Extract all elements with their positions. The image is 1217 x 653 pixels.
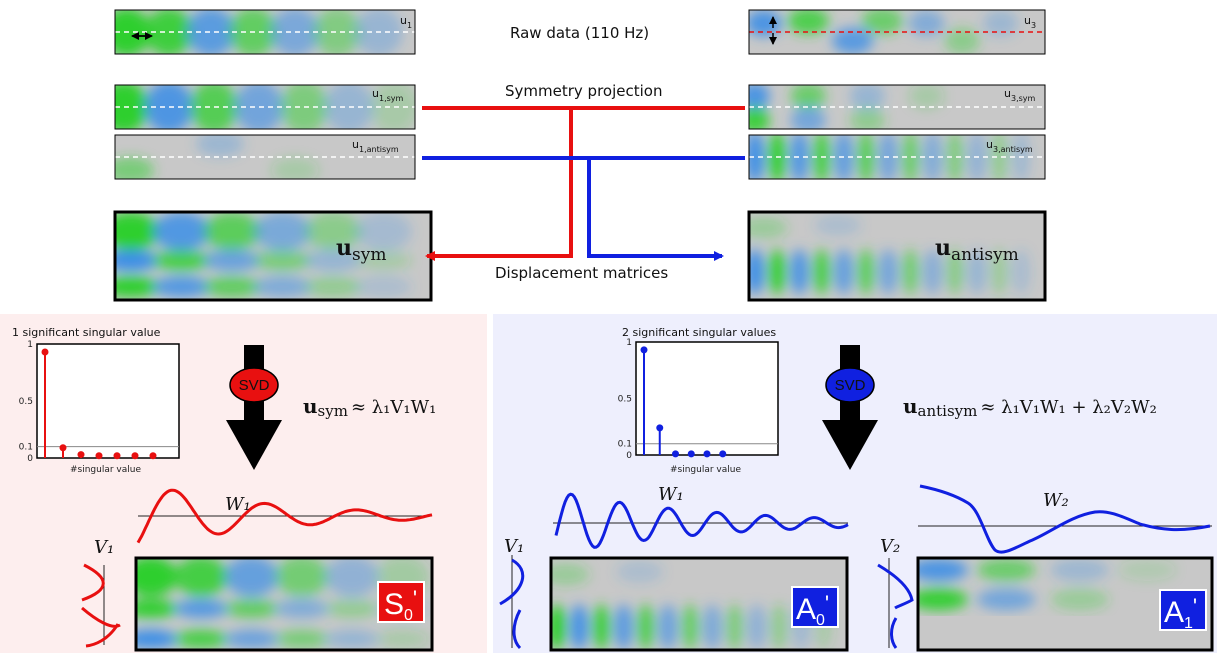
V1-left-label: V₁ <box>94 537 114 558</box>
mode-badge-A1: A1' <box>1159 589 1207 632</box>
u1antisym-label: u1,antisym <box>352 138 399 154</box>
chart-point <box>41 348 49 356</box>
chart-frame <box>36 343 180 459</box>
mode-badge-A0: A0' <box>791 586 839 629</box>
chart-point <box>703 450 711 458</box>
antisymmetric-projection-path <box>422 156 745 261</box>
u-antisym-matrix-label: uantisym <box>935 235 1019 265</box>
u1-antisym-field <box>114 134 416 180</box>
A1-mode-matrix <box>916 556 1214 652</box>
W2-curve <box>918 484 1212 554</box>
svg-text:A0': A0' <box>796 591 829 629</box>
symmetric-projection-path <box>422 106 745 261</box>
V1-left-curve <box>81 563 121 648</box>
chart-point <box>719 450 727 458</box>
svg-text:A1': A1' <box>1164 594 1197 632</box>
chart-tick-label: 0.1 <box>19 443 33 453</box>
V1-right-curve <box>499 555 525 650</box>
u-antisym-matrix <box>747 210 1047 302</box>
chart-point <box>149 452 157 460</box>
u3-raw-field <box>748 9 1046 55</box>
chart-tick-label: 0.1 <box>618 440 632 450</box>
u3-sym-field <box>748 84 1046 130</box>
u3-label: u3 <box>1024 14 1036 30</box>
W2-label: W₂ <box>1043 490 1069 511</box>
u3sym-label: u3,sym <box>1004 87 1036 103</box>
u1-sym-field <box>114 84 416 130</box>
chart-tick-label: 1 <box>27 340 33 350</box>
chart-tick-label: 1 <box>626 338 632 348</box>
mode-badge-S0: S0' <box>377 581 425 624</box>
chart1-xlabel: #singular value <box>70 465 141 475</box>
svg-text:S0': S0' <box>384 586 417 624</box>
chart-point <box>113 452 121 460</box>
W1-right-label: W₁ <box>658 484 684 505</box>
chart-tick-label: 0 <box>27 454 33 464</box>
W1-right-curve <box>553 492 849 549</box>
V2-label: V₂ <box>880 536 900 557</box>
u3antisym-label: u3,antisym <box>986 138 1033 154</box>
chart2-title: 2 significant singular values <box>622 326 776 339</box>
sym-equation: usym ≈ λ₁V₁W₁ <box>303 394 436 420</box>
u-sym-matrix-label: usym <box>336 235 386 265</box>
u3-antisym-field <box>748 134 1046 180</box>
chart-point <box>59 444 67 452</box>
chart2-xlabel: #singular value <box>670 465 741 475</box>
displacement-matrices-label: Displacement matrices <box>495 264 668 282</box>
chart-frame <box>635 341 779 456</box>
symmetry-projection-label: Symmetry projection <box>505 82 662 100</box>
raw-data-label: Raw data (110 Hz) <box>510 24 649 42</box>
singular-value-chart-sym: 1 0.5 0.10 <box>19 340 180 464</box>
W1-left-label: W₁ <box>225 494 251 515</box>
antisym-equation: uantisym ≈ λ₁V₁W₁ + λ₂V₂W₂ <box>903 394 1157 420</box>
V1-right-label: V₁ <box>504 536 524 557</box>
chart-point <box>131 452 139 460</box>
u1-label: u1 <box>400 14 412 30</box>
svd-label-left: SVD <box>239 377 270 394</box>
chart-point <box>672 450 679 458</box>
chart-point <box>640 346 648 354</box>
u1sym-label: u1,sym <box>372 87 404 103</box>
chart-point <box>687 450 695 458</box>
svd-arrow-antisymmetric: SVD <box>822 345 878 470</box>
W1-left-curve <box>136 488 433 544</box>
svd-label-right: SVD <box>835 377 866 394</box>
chart1-title: 1 significant singular value <box>12 326 161 339</box>
u-sym-matrix <box>113 210 433 302</box>
V2-curve <box>877 558 914 649</box>
u1-raw-field <box>114 9 416 55</box>
chart-tick-label: 0.5 <box>19 397 33 407</box>
chart-point <box>95 452 103 460</box>
chart-tick-label: 0.5 <box>618 395 632 405</box>
chart-point <box>656 424 664 432</box>
singular-value-chart-antisym: 1 0.5 0.10 <box>618 338 779 461</box>
chart-point <box>77 451 85 459</box>
svd-arrow-symmetric: SVD <box>226 345 282 470</box>
chart-tick-label: 0 <box>626 451 632 461</box>
